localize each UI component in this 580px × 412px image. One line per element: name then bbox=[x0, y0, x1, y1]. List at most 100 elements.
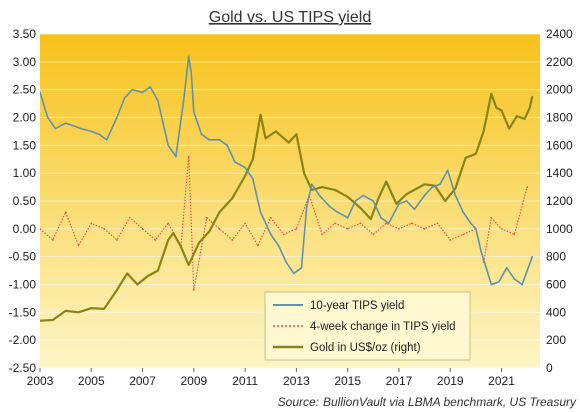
tips-point-21 bbox=[200, 133, 203, 135]
change-point-4 bbox=[90, 222, 93, 225]
source-label: Source: bbox=[278, 395, 319, 409]
left-tick-label-11: 3.00 bbox=[13, 55, 37, 69]
tips-point-39 bbox=[346, 216, 349, 219]
tips-point-59 bbox=[498, 280, 500, 283]
change-point-1 bbox=[52, 239, 54, 241]
change-point-9 bbox=[154, 239, 157, 241]
change-point-7 bbox=[128, 216, 131, 219]
tips-point-18 bbox=[187, 55, 190, 58]
change-point-23 bbox=[321, 233, 323, 236]
change-point-8 bbox=[141, 228, 144, 230]
change-point-15 bbox=[218, 228, 221, 230]
gold-point-5 bbox=[103, 308, 105, 310]
tips-point-5 bbox=[80, 127, 82, 130]
tips-point-27 bbox=[252, 177, 254, 180]
gold-point-41 bbox=[454, 187, 457, 190]
change-point-32 bbox=[436, 222, 439, 225]
gold-point-23 bbox=[275, 130, 277, 133]
gold-point-1 bbox=[52, 319, 54, 321]
gold-point-33 bbox=[377, 197, 380, 199]
right-tick-label-9: 1800 bbox=[546, 111, 573, 125]
tips-point-52 bbox=[454, 194, 457, 197]
tips-point-37 bbox=[328, 205, 331, 208]
right-axis: 0 200 400 600 800 1000 1200 1400 1600 1800 2000 220… bbox=[546, 27, 573, 375]
gold-point-35 bbox=[395, 203, 398, 205]
change-point-31 bbox=[423, 228, 426, 230]
gold-point-2 bbox=[64, 310, 67, 312]
change-point-27 bbox=[372, 233, 375, 236]
source-text: BullionVault via LBMA benchmark, US Trea… bbox=[323, 395, 577, 409]
change-point-21 bbox=[295, 228, 298, 230]
tips-point-4 bbox=[72, 125, 75, 127]
tips-point-3 bbox=[64, 122, 67, 124]
change-point-37 bbox=[490, 216, 493, 219]
gold-point-45 bbox=[490, 93, 493, 95]
change-point-39 bbox=[513, 233, 516, 236]
x-tick-label-8: 2019 bbox=[437, 374, 464, 388]
change-point-26 bbox=[359, 222, 362, 225]
series-gold-price bbox=[40, 92, 534, 322]
gold-point-16 bbox=[208, 230, 210, 233]
left-tick-label-7: 1.00 bbox=[13, 166, 37, 180]
x-tick-label-1: 2005 bbox=[78, 374, 105, 388]
gold-point-10 bbox=[157, 269, 159, 272]
tips-point-11 bbox=[131, 88, 134, 91]
change-point-25 bbox=[346, 228, 349, 230]
gold-point-26 bbox=[303, 172, 305, 174]
left-tick-label-4: -0.50 bbox=[9, 250, 37, 264]
right-tick-label-6: 1200 bbox=[546, 194, 573, 208]
tips-point-64 bbox=[531, 255, 534, 258]
tips-point-22 bbox=[208, 139, 210, 141]
change-point-29 bbox=[398, 228, 400, 230]
left-tick-label-2: -1.50 bbox=[9, 305, 37, 319]
gold-point-52 bbox=[531, 95, 534, 98]
tips-point-49 bbox=[431, 186, 434, 188]
change-point-19 bbox=[270, 216, 272, 219]
gold-point-47 bbox=[500, 109, 503, 112]
gold-point-7 bbox=[126, 272, 128, 275]
right-tick-label-12: 2400 bbox=[546, 27, 573, 41]
tips-point-54 bbox=[470, 222, 472, 225]
gold-point-40 bbox=[444, 200, 446, 202]
gold-point-19 bbox=[244, 175, 246, 177]
change-point-17 bbox=[244, 222, 246, 225]
tips-point-9 bbox=[116, 116, 118, 119]
gold-point-48 bbox=[508, 127, 511, 130]
x-axis: 2003 2005 2007 2009 2011 2013 2015 2017 2019 2021 bbox=[27, 368, 515, 388]
left-tick-label-0: -2.50 bbox=[9, 361, 37, 375]
change-point-40 bbox=[526, 186, 528, 188]
series-tips-change bbox=[40, 155, 528, 291]
tips-point-33 bbox=[300, 267, 303, 269]
gold-point-32 bbox=[370, 218, 372, 220]
x-tick-label-2: 2007 bbox=[129, 374, 156, 388]
gold-point-43 bbox=[475, 152, 477, 155]
right-tick-label-10: 2000 bbox=[546, 83, 573, 97]
right-tick-label-7: 1400 bbox=[546, 166, 573, 180]
gold-point-20 bbox=[252, 158, 254, 161]
gold-point-14 bbox=[187, 264, 190, 266]
right-tick-label-5: 1000 bbox=[546, 222, 573, 236]
right-tick-label-1: 200 bbox=[546, 333, 566, 347]
tips-point-36 bbox=[318, 194, 321, 197]
tips-point-19 bbox=[190, 72, 193, 74]
right-tick-label-2: 400 bbox=[546, 305, 566, 319]
gold-point-36 bbox=[405, 193, 408, 195]
change-point-33 bbox=[449, 239, 452, 241]
tips-point-6 bbox=[90, 130, 93, 133]
legend-label-tips: 10-year TIPS yield bbox=[310, 300, 404, 312]
tips-point-2 bbox=[54, 127, 57, 130]
tips-point-14 bbox=[157, 100, 159, 102]
gold-point-31 bbox=[359, 207, 362, 209]
tips-point-26 bbox=[244, 166, 246, 169]
gold-point-50 bbox=[523, 118, 526, 120]
tips-point-63 bbox=[526, 269, 528, 272]
right-tick-label-0: 0 bbox=[546, 361, 553, 375]
tips-point-35 bbox=[311, 183, 313, 186]
gold-point-13 bbox=[180, 246, 182, 248]
tips-point-10 bbox=[123, 97, 126, 99]
tips-point-53 bbox=[462, 211, 464, 213]
x-tick-label-7: 2017 bbox=[386, 374, 413, 388]
gold-point-34 bbox=[385, 180, 388, 183]
x-tick-label-0: 2003 bbox=[27, 374, 54, 388]
